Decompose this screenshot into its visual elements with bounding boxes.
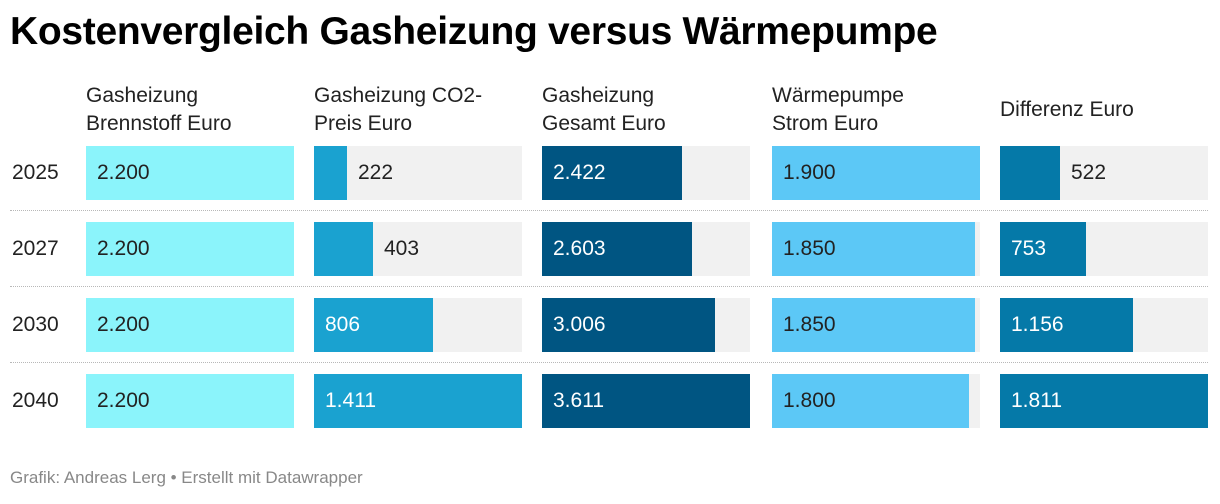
bar-track: 403 (314, 222, 522, 276)
bar (314, 374, 522, 428)
column-header-line: Gasheizung (542, 84, 655, 107)
bar-value-label: 1.850 (783, 313, 836, 336)
row-separator (10, 286, 1208, 287)
bar (542, 374, 750, 428)
column-header: Wärmepumpe Strom Euro (772, 80, 987, 140)
row-label: 2025 (12, 161, 59, 184)
bar-track: 2.200 (86, 298, 294, 352)
bar-track: 522 (1000, 146, 1208, 200)
bar (1000, 374, 1208, 428)
bar-track: 806 (314, 298, 522, 352)
column-header: Differenz Euro (1000, 80, 1215, 140)
bar-track: 222 (314, 146, 522, 200)
bar (86, 298, 294, 352)
bar (542, 298, 715, 352)
bar-value-label: 403 (384, 237, 420, 260)
bar-track: 1.156 (1000, 298, 1208, 352)
bar-track: 1.850 (772, 222, 980, 276)
bar (772, 374, 969, 428)
bar (314, 146, 347, 200)
bar (542, 146, 682, 200)
column-header: Gasheizung CO2- Preis Euro (314, 80, 529, 140)
bar-value-label: 522 (1071, 161, 1107, 184)
bar-value-label: 3.006 (553, 313, 606, 336)
column-header-line: Gasheizung (86, 84, 199, 107)
bar-value-label: 1.900 (783, 161, 836, 184)
row-separator (10, 362, 1208, 363)
bar (1000, 298, 1133, 352)
bar-track: 2.200 (86, 374, 294, 428)
bar (86, 146, 294, 200)
bar-track: 1.811 (1000, 374, 1208, 428)
bar-value-label: 2.200 (97, 313, 150, 336)
bar-value-label: 2.200 (97, 161, 150, 184)
column-header-line: Differenz Euro (1000, 98, 1134, 121)
bar-track: 2.200 (86, 146, 294, 200)
bar-track: 1.800 (772, 374, 980, 428)
bar-value-label: 1.800 (783, 389, 836, 412)
bar-value-label: 1.850 (783, 237, 836, 260)
column-header-line: Brennstoff Euro (86, 112, 232, 135)
row-label: 2027 (12, 237, 59, 260)
bar (1000, 146, 1060, 200)
bar-track: 3.006 (542, 298, 750, 352)
bar (86, 222, 294, 276)
bar-track: 3.611 (542, 374, 750, 428)
column-header-line: Gasheizung CO2- (314, 84, 483, 107)
chart-footer: Grafik: Andreas Lerg • Erstellt mit Data… (10, 468, 363, 487)
bar-value-label: 3.611 (553, 389, 604, 412)
bar-track: 1.900 (772, 146, 980, 200)
bar (772, 298, 975, 352)
bar (1000, 222, 1086, 276)
row-label: 2030 (12, 313, 59, 336)
bar (772, 146, 980, 200)
chart-title: Kostenvergleich Gasheizung versus Wärmep… (10, 10, 938, 53)
bar-value-label: 1.411 (325, 389, 376, 412)
column-header-line: Strom Euro (772, 112, 879, 135)
bar-value-label: 2.200 (97, 237, 150, 260)
bar (314, 222, 373, 276)
bar-value-label: 1.156 (1011, 313, 1064, 336)
bar (542, 222, 692, 276)
bar (772, 222, 975, 276)
bar-value-label: 753 (1011, 237, 1047, 260)
bar (86, 374, 294, 428)
column-header: Gasheizung Gesamt Euro (542, 80, 757, 140)
bar-track: 2.422 (542, 146, 750, 200)
bar-track: 2.603 (542, 222, 750, 276)
bar-value-label: 1.811 (1011, 389, 1062, 412)
bar-track: 1.411 (314, 374, 522, 428)
bar-value-label: 2.422 (553, 161, 606, 184)
row-separator (10, 210, 1208, 211)
column-header-line: Gesamt Euro (542, 112, 666, 135)
bar-value-label: 2.603 (553, 237, 606, 260)
bar-track: 1.850 (772, 298, 980, 352)
row-label: 2040 (12, 389, 59, 412)
column-header-line: Wärmepumpe (772, 84, 904, 107)
bar-value-label: 2.200 (97, 389, 150, 412)
bar-track: 753 (1000, 222, 1208, 276)
bar-value-label: 222 (358, 161, 394, 184)
column-header: Gasheizung Brennstoff Euro (86, 80, 301, 140)
bar-track: 2.200 (86, 222, 294, 276)
bar (314, 298, 433, 352)
bar-value-label: 806 (325, 313, 361, 336)
column-header-line: Preis Euro (314, 112, 413, 135)
